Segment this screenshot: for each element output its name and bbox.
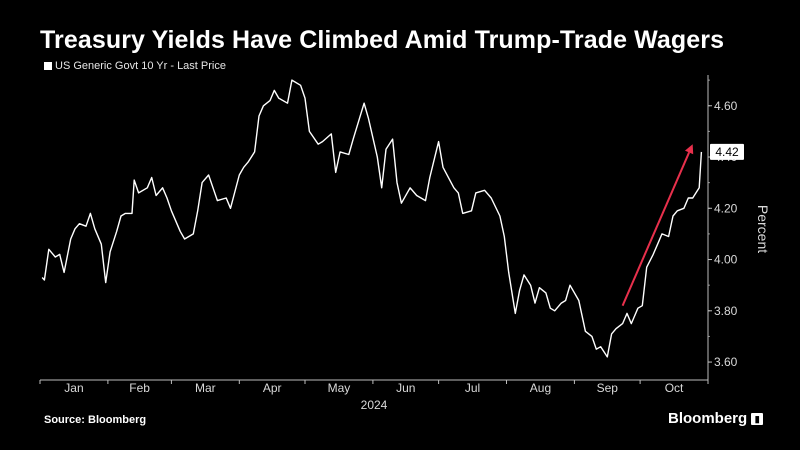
x-tick-label: Oct: [665, 381, 684, 395]
x-tick-label: Jul: [465, 381, 480, 395]
bloomberg-logo: Bloomberg ▮: [668, 410, 764, 427]
x-tick-label: Jun: [396, 381, 415, 395]
legend-label: US Generic Govt 10 Yr - Last Price: [55, 60, 226, 72]
chart-legend: US Generic Govt 10 Yr - Last Price: [44, 60, 226, 72]
legend-swatch: [44, 62, 52, 70]
trend-arrow-shaft: [621, 152, 691, 307]
chart-title: Treasury Yields Have Climbed Amid Trump-…: [40, 26, 725, 54]
x-tick-label: Feb: [129, 381, 150, 395]
y-tick-label: 4.60: [714, 99, 738, 113]
series-layer: 4.42: [41, 79, 744, 358]
x-tick-label: Apr: [263, 381, 282, 395]
series-line: [41, 79, 703, 358]
y-tick-label: 4.20: [714, 201, 738, 215]
last-value-box: [710, 143, 744, 160]
source-note: Source: Bloomberg: [44, 414, 147, 426]
y-tick-label: 4.00: [714, 253, 738, 267]
bloomberg-mark-icon: ▮: [751, 412, 764, 425]
x-axis-year-label: 2024: [361, 398, 388, 412]
x-axis: Jan Feb Mar Apr May Jun Jul Aug Sep Oct: [39, 379, 709, 395]
last-value-label: 4.42: [715, 145, 739, 159]
last-value-marker: 4.42: [710, 143, 744, 160]
x-tick-label: Aug: [530, 381, 551, 395]
trend-arrow-head: [684, 144, 694, 155]
brand-name: Bloomberg: [668, 410, 748, 427]
y-tick-label: 3.60: [714, 355, 738, 369]
x-tick-label: Mar: [195, 381, 216, 395]
annotation-layer: [621, 144, 694, 307]
y-tick-label: 3.80: [714, 304, 738, 318]
x-tick-label: Sep: [597, 381, 619, 395]
x-tick-label: Jan: [64, 381, 83, 395]
y-axis: 3.603.804.004.204.404.60: [707, 75, 738, 380]
y-axis-title: Percent: [755, 205, 771, 253]
x-tick-label: May: [328, 381, 351, 395]
